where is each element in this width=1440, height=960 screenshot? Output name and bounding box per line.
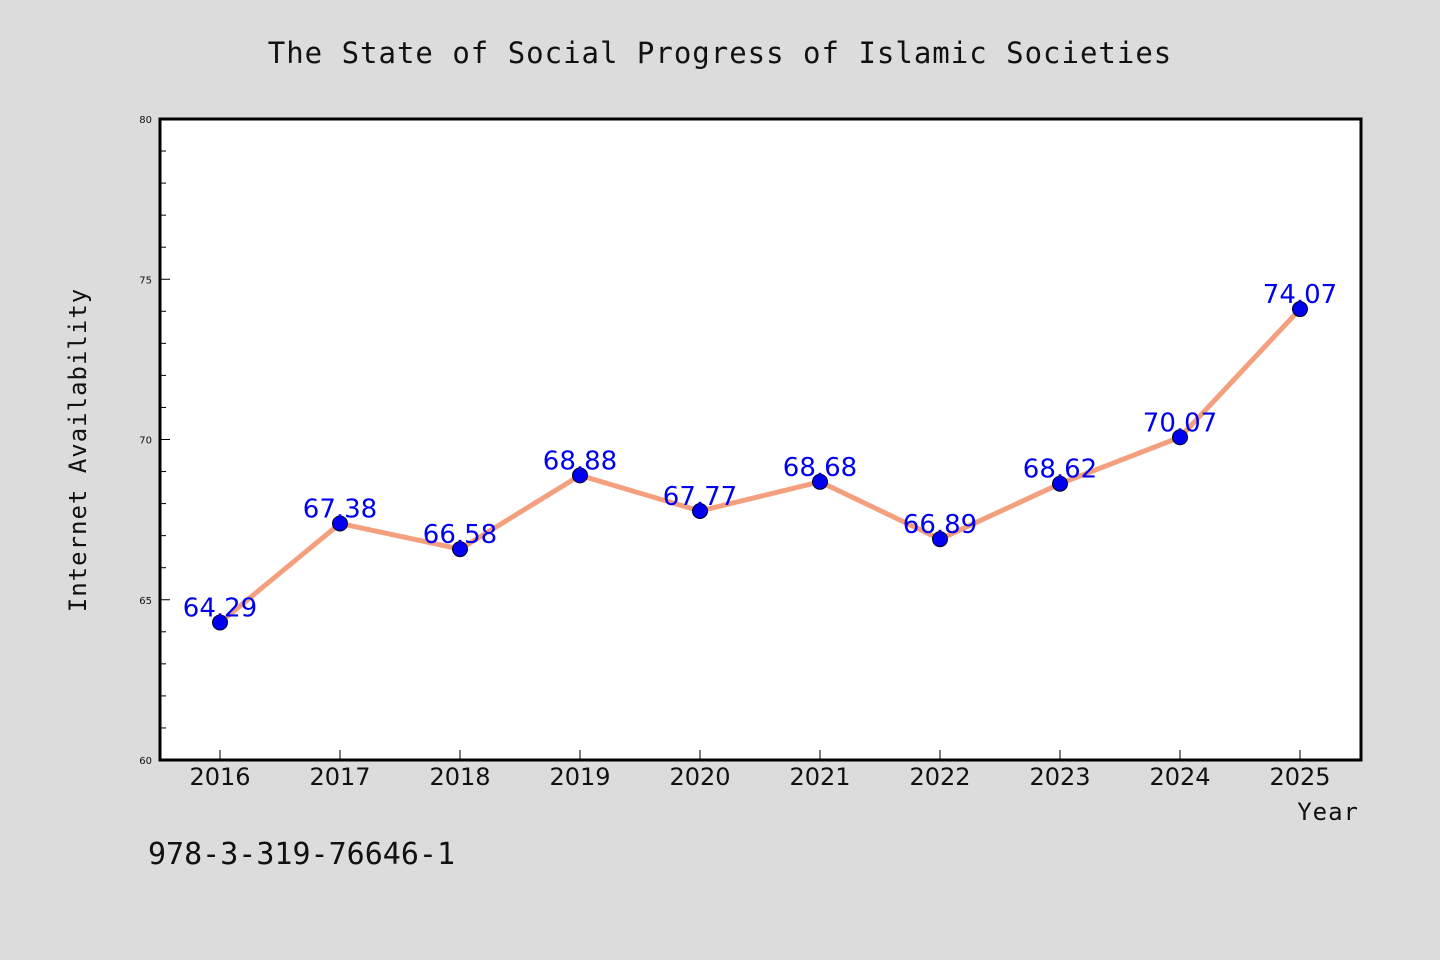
data-label: 67.38: [303, 494, 377, 524]
plot-area: [160, 119, 1361, 760]
data-point: [1052, 475, 1068, 492]
y-axis-label: Internet Availability: [64, 288, 92, 612]
data-label: 68.88: [543, 446, 617, 476]
data-point: [452, 541, 468, 558]
x-tick-label: 2018: [429, 763, 490, 791]
data-point: [932, 531, 948, 548]
data-point: [1172, 429, 1188, 446]
data-label: 68.68: [783, 453, 857, 483]
data-point: [572, 467, 588, 484]
x-tick-label: 2019: [549, 763, 610, 791]
series-line: [217, 306, 1303, 626]
data-label: 74.07: [1263, 280, 1337, 310]
footnote-isbn: 978-3-319-76646-1: [148, 837, 455, 872]
x-tick-label: 2024: [1149, 763, 1210, 791]
x-tick-label: 2025: [1269, 763, 1330, 791]
chart-title: The State of Social Progress of Islamic …: [268, 36, 1173, 70]
x-axis-label: Year: [1297, 798, 1359, 826]
plot-frame: [158, 117, 1363, 762]
x-tick-label: 2020: [669, 763, 730, 791]
data-label: 66.58: [423, 520, 497, 550]
x-tick-label: 2023: [1029, 763, 1090, 791]
data-label: 68.62: [1023, 455, 1097, 485]
data-point: [332, 515, 348, 532]
data-label: 64.29: [183, 594, 257, 624]
x-axis-ticks: 2016 2017 2018 2019 2020 2021 2022 2023 2024 2025: [189, 750, 1331, 791]
data-point: [812, 473, 828, 490]
data-label: 70.07: [1143, 408, 1217, 438]
y-tick-label: 75: [139, 275, 152, 286]
data-point: [1292, 301, 1308, 318]
y-tick-label: 80: [139, 115, 152, 126]
data-markers: [212, 301, 1308, 631]
x-tick-label: 2021: [789, 763, 850, 791]
data-point: [212, 614, 228, 631]
data-point: [692, 502, 708, 519]
y-tick-label: 70: [139, 436, 152, 447]
data-label: 66.89: [903, 510, 977, 540]
data-label: 67.77: [663, 482, 737, 512]
y-tick-label: 60: [139, 756, 152, 767]
x-tick-label: 2022: [909, 763, 970, 791]
x-tick-label: 2017: [309, 763, 370, 791]
y-tick-label: 65: [139, 596, 152, 607]
x-tick-label: 2016: [189, 763, 250, 791]
data-labels: 64.29 67.38 66.58 68.88 67.77 68.68 66.89 68.62…: [183, 280, 1337, 623]
